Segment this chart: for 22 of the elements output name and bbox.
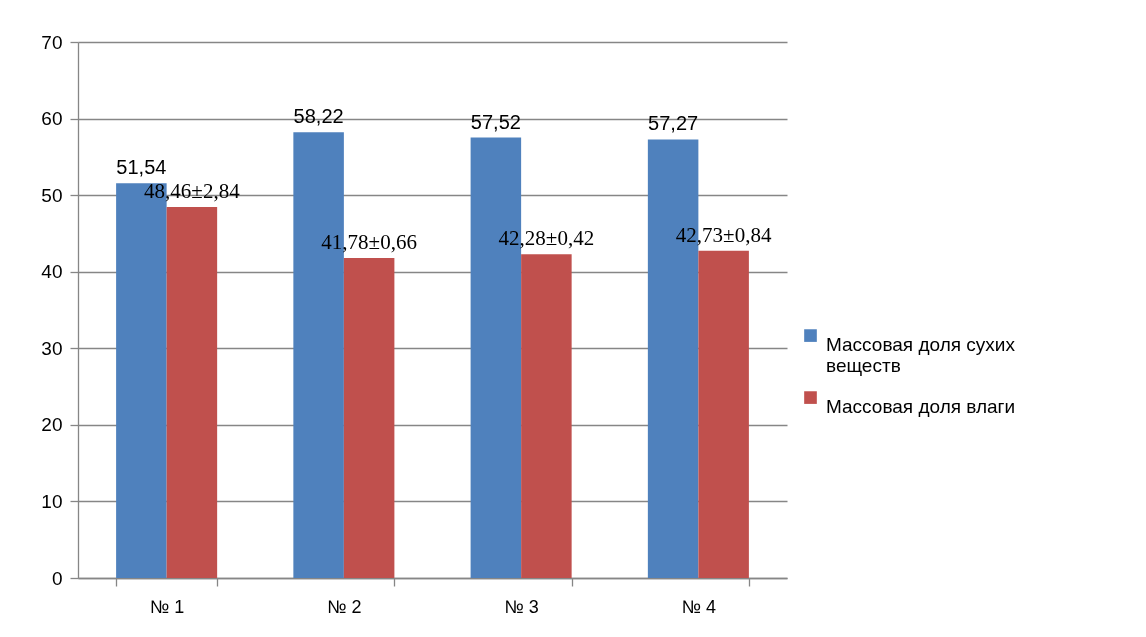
y-tick-label: 30 xyxy=(41,337,63,359)
bar xyxy=(343,258,395,578)
y-tick-label: 40 xyxy=(41,261,63,283)
x-tick-label: № 2 xyxy=(327,596,362,617)
data-label: 57,52 xyxy=(470,110,521,133)
y-tick-label: 10 xyxy=(41,490,63,512)
y-tick-label: 0 xyxy=(51,567,63,589)
data-label: 51,54 xyxy=(116,156,167,179)
y-tick-label: 60 xyxy=(41,108,63,130)
bar xyxy=(698,250,749,578)
x-tick-label: № 1 xyxy=(149,596,185,617)
y-tick-label: 50 xyxy=(41,184,63,206)
bar xyxy=(166,206,218,578)
data-label: 58,22 xyxy=(293,105,344,128)
bar xyxy=(521,254,572,578)
x-tick-label: № 4 xyxy=(681,596,717,617)
legend-label: Массовая доля сухих веществ xyxy=(826,333,1016,376)
data-label: 57,27 xyxy=(648,112,699,135)
y-tick-label: 20 xyxy=(41,414,63,436)
legend-label: Массовая доля влаги xyxy=(826,395,1016,417)
y-tick-label: 70 xyxy=(41,31,63,53)
x-tick-label: № 3 xyxy=(504,596,539,617)
